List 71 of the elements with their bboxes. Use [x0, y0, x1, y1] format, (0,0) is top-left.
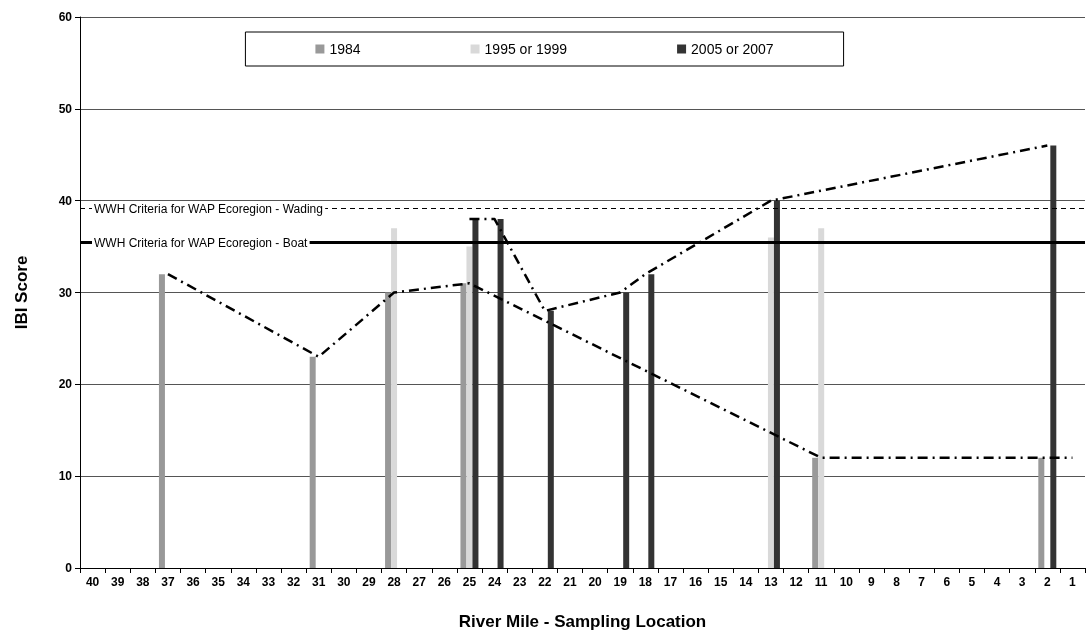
- legend-label: 2005 or 2007: [691, 41, 774, 57]
- y-tick-label: 30: [58, 285, 73, 300]
- y-tick-label: 50: [58, 101, 73, 116]
- bar: [309, 356, 316, 568]
- x-tick-label: 23: [513, 575, 527, 589]
- x-axis-title: River Mile - Sampling Location: [458, 612, 707, 631]
- x-tick-label: 16: [688, 575, 703, 589]
- bar: [648, 274, 655, 568]
- y-tick-label: 40: [58, 193, 73, 208]
- x-tick-label: 11: [814, 575, 828, 589]
- ref-line-label: WWH Criteria for WAP Ecoregion - Boat: [94, 235, 309, 250]
- x-tick-label: 27: [412, 575, 427, 589]
- x-tick-label: 15: [714, 575, 728, 589]
- x-tick-label: 3: [1018, 575, 1026, 589]
- x-tick-label: 7: [918, 575, 926, 589]
- x-tick-label: 28: [387, 575, 402, 589]
- bar: [391, 228, 398, 568]
- x-tick-label: 35: [211, 575, 226, 589]
- bar: [1038, 457, 1045, 568]
- x-tick-label: 20: [588, 575, 603, 589]
- x-tick-label: 32: [286, 575, 301, 589]
- x-tick-label: 12: [789, 575, 804, 589]
- bar: [773, 200, 780, 568]
- y-tick-label: 0: [65, 561, 73, 575]
- x-tick-label: 14: [739, 575, 753, 589]
- bar: [547, 310, 554, 568]
- bar: [466, 246, 473, 568]
- bar: [818, 228, 825, 568]
- bar: [812, 457, 819, 568]
- x-tick-label: 2: [1043, 575, 1051, 589]
- x-tick-label: 10: [839, 575, 854, 589]
- legend-label: 1984: [329, 41, 361, 57]
- x-tick-label: 24: [487, 575, 502, 589]
- x-tick-label: 9: [868, 575, 876, 589]
- bar: [472, 219, 479, 568]
- x-tick-label: 13: [764, 575, 778, 589]
- x-tick-label: 26: [437, 575, 452, 589]
- x-tick-label: 4: [993, 575, 1001, 589]
- x-tick-label: 38: [136, 575, 150, 589]
- x-tick-label: 34: [236, 575, 251, 589]
- x-tick-label: 31: [312, 575, 326, 589]
- x-tick-label: 22: [538, 575, 552, 589]
- bar: [1050, 145, 1057, 568]
- x-tick-label: 6: [943, 575, 951, 589]
- x-tick-label: 25: [462, 575, 477, 589]
- legend-label: 1995 or 1999: [484, 41, 568, 57]
- x-tick-label: 37: [161, 575, 175, 589]
- x-tick-label: 17: [663, 575, 678, 589]
- bar: [767, 237, 774, 568]
- bar: [385, 292, 392, 568]
- y-axis-title: IBI Score: [12, 255, 31, 330]
- x-tick-label: 19: [613, 575, 628, 589]
- y-tick-label: 20: [58, 377, 73, 392]
- x-tick-label: 29: [362, 575, 376, 589]
- x-tick-label: 21: [563, 575, 577, 589]
- ref-line-label: WWH Criteria for WAP Ecoregion - Wading: [94, 202, 323, 217]
- y-tick-label: 10: [58, 469, 73, 484]
- x-tick-label: 8: [893, 575, 901, 589]
- bar: [623, 292, 630, 568]
- x-tick-label: 1: [1069, 575, 1077, 589]
- bar: [158, 274, 165, 568]
- x-tick-label: 36: [186, 575, 201, 589]
- x-tick-label: 18: [638, 575, 653, 589]
- bar: [460, 283, 467, 568]
- y-tick-label: 60: [58, 10, 73, 24]
- x-tick-label: 40: [85, 575, 100, 589]
- x-tick-label: 33: [261, 575, 276, 589]
- x-tick-label: 5: [968, 575, 976, 589]
- x-tick-label: 30: [337, 575, 351, 589]
- bar: [497, 219, 504, 568]
- x-tick-label: 39: [111, 575, 125, 589]
